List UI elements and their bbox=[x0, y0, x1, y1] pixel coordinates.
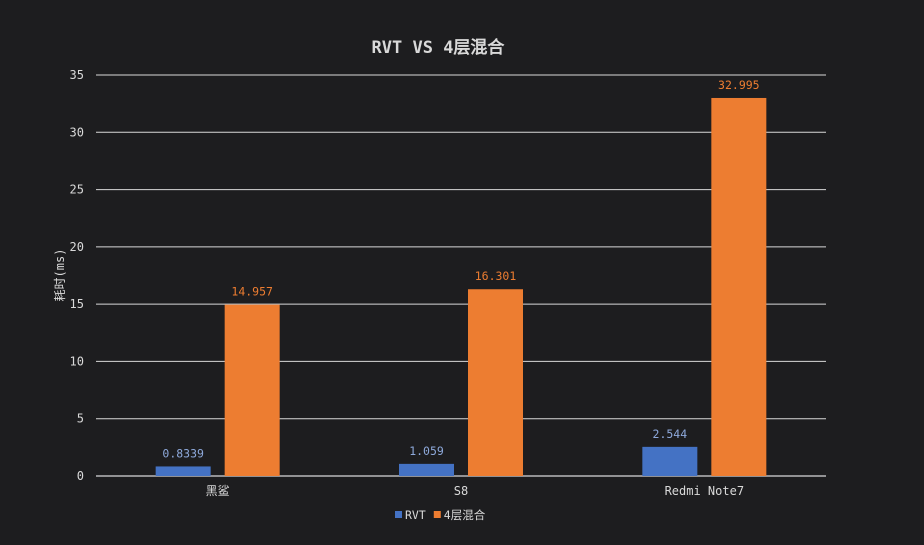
x-tick-labels-layer: 黑鲨 S8 Redmi Note7 bbox=[206, 484, 744, 498]
data-label: 2.544 bbox=[653, 427, 688, 441]
legend: RVT 4层混合 bbox=[395, 508, 486, 522]
bar-rvt bbox=[155, 466, 211, 476]
y-tick-label: 35 bbox=[70, 68, 84, 82]
data-labels-layer: 0.8339 14.957 1.059 16.301 2.544 32.995 bbox=[162, 78, 759, 460]
y-tick-label: 20 bbox=[70, 240, 84, 254]
grid-layer: 0 5 10 15 20 25 30 35 bbox=[70, 68, 826, 483]
bar-rvt bbox=[399, 463, 454, 476]
bar-4-layer-mix bbox=[468, 289, 523, 476]
chart-title: RVT VS 4层混合 bbox=[372, 37, 506, 58]
y-tick-label: 25 bbox=[70, 183, 84, 197]
data-label: 16.301 bbox=[475, 269, 517, 283]
legend-label: RVT bbox=[405, 508, 426, 522]
bar-4-layer-mix bbox=[711, 97, 767, 477]
legend-swatch bbox=[395, 511, 402, 518]
data-label: 0.8339 bbox=[162, 446, 204, 460]
y-axis-label: 耗时(ms) bbox=[53, 249, 67, 302]
y-tick-label: 15 bbox=[70, 297, 84, 311]
y-tick-label: 10 bbox=[70, 354, 84, 368]
x-tick-label: Redmi Note7 bbox=[665, 484, 744, 498]
legend-label: 4层混合 bbox=[444, 508, 486, 522]
x-tick-label: S8 bbox=[454, 484, 468, 498]
bars-layer bbox=[155, 97, 767, 477]
data-label: 32.995 bbox=[718, 78, 760, 92]
data-label: 14.957 bbox=[231, 285, 273, 299]
y-tick-label: 30 bbox=[70, 125, 84, 139]
data-label: 1.059 bbox=[409, 444, 444, 458]
legend-swatch bbox=[433, 511, 441, 518]
y-tick-label: 0 bbox=[77, 469, 84, 483]
x-tick-label: 黑鲨 bbox=[206, 484, 230, 498]
y-tick-label: 5 bbox=[77, 412, 84, 426]
bar-rvt bbox=[642, 446, 698, 476]
bar-4-layer-mix bbox=[224, 304, 280, 476]
